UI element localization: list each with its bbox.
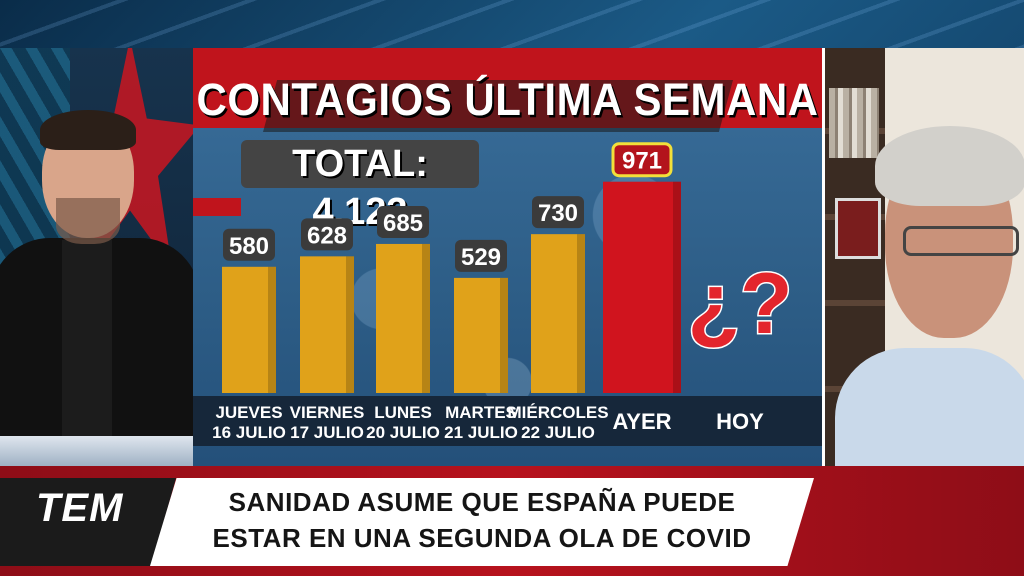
guest-glasses — [903, 226, 1019, 256]
value-label-3: 529 — [461, 244, 501, 271]
value-label-2: 685 — [383, 210, 423, 237]
category-label-0-line1: JUEVES — [215, 403, 282, 422]
lower-third: TEM SANIDAD ASUME QUE ESPAÑA PUEDE ESTAR… — [0, 466, 1024, 576]
bar-shade-1 — [346, 256, 354, 393]
value-label-1: 628 — [307, 222, 347, 249]
value-label-box-4 — [532, 196, 584, 229]
bar-shade-2 — [422, 243, 430, 393]
value-label-box-0 — [223, 228, 275, 261]
news-desk — [0, 436, 193, 466]
bar-3 — [454, 277, 508, 393]
category-label-4-line1: MIÉRCOLES — [507, 403, 608, 422]
chart-title: CONTAGIOS ÚLTIMA SEMANA — [196, 74, 819, 125]
category-label-5: AYER — [612, 409, 671, 434]
bar-shade-4 — [577, 234, 585, 393]
title-shadow-box — [263, 80, 733, 132]
red-accent-bar — [193, 198, 241, 216]
program-logo-box — [0, 478, 176, 566]
program-logo: TEM — [36, 486, 124, 530]
value-label-box-5 — [611, 142, 673, 178]
category-axis-band — [193, 396, 822, 446]
category-label-0-line2: 16 JULIO — [212, 423, 286, 442]
bar-5 — [603, 181, 681, 393]
category-label-1-line2: 17 JULIO — [290, 423, 364, 442]
bar-1 — [300, 256, 354, 393]
value-label-4: 730 — [538, 200, 578, 227]
value-label-5: 971 — [622, 148, 662, 175]
headline-line-2: ESTAR EN UNA SEGUNDA OLA DE COVID — [212, 523, 752, 553]
bar-shade-3 — [500, 277, 508, 393]
category-label-6: HOY — [716, 409, 764, 434]
guest-video-panel — [822, 48, 1024, 466]
picture-frame — [835, 198, 881, 259]
value-label-box-2 — [377, 205, 429, 238]
presenter-video-panel — [0, 48, 196, 466]
presenter-shirt — [62, 240, 112, 440]
category-label-2-line2: 20 JULIO — [366, 423, 440, 442]
guest-shirt — [835, 348, 1024, 466]
category-label-2-line1: LUNES — [374, 403, 432, 422]
presenter-hair — [40, 110, 136, 150]
category-label-3-line1: MARTES — [445, 403, 517, 422]
value-label-0: 580 — [229, 233, 269, 260]
bar-shade-0 — [268, 266, 276, 393]
bar-4 — [531, 234, 585, 393]
headline-box — [150, 478, 814, 566]
bar-2 — [376, 243, 430, 393]
value-label-box-3 — [455, 239, 507, 272]
category-label-3-line2: 21 JULIO — [444, 423, 518, 442]
presenter-beard — [56, 198, 120, 244]
category-label-1-line1: VIERNES — [290, 403, 365, 422]
chart-panel: CONTAGIOS ÚLTIMA SEMANA TOTAL: 4.123 580… — [193, 48, 822, 466]
headline: SANIDAD ASUME QUE ESPAÑA PUEDE ESTAR EN … — [150, 484, 814, 556]
value-label-box-1 — [301, 218, 353, 251]
guest-hair — [875, 126, 1024, 206]
books — [829, 88, 879, 158]
category-label-4-line2: 22 JULIO — [521, 423, 595, 442]
unknown-today-label: ¿? — [687, 256, 792, 352]
bar-shade-5 — [673, 181, 681, 393]
headline-line-1: SANIDAD ASUME QUE ESPAÑA PUEDE — [228, 487, 736, 517]
bar-0 — [222, 266, 276, 393]
